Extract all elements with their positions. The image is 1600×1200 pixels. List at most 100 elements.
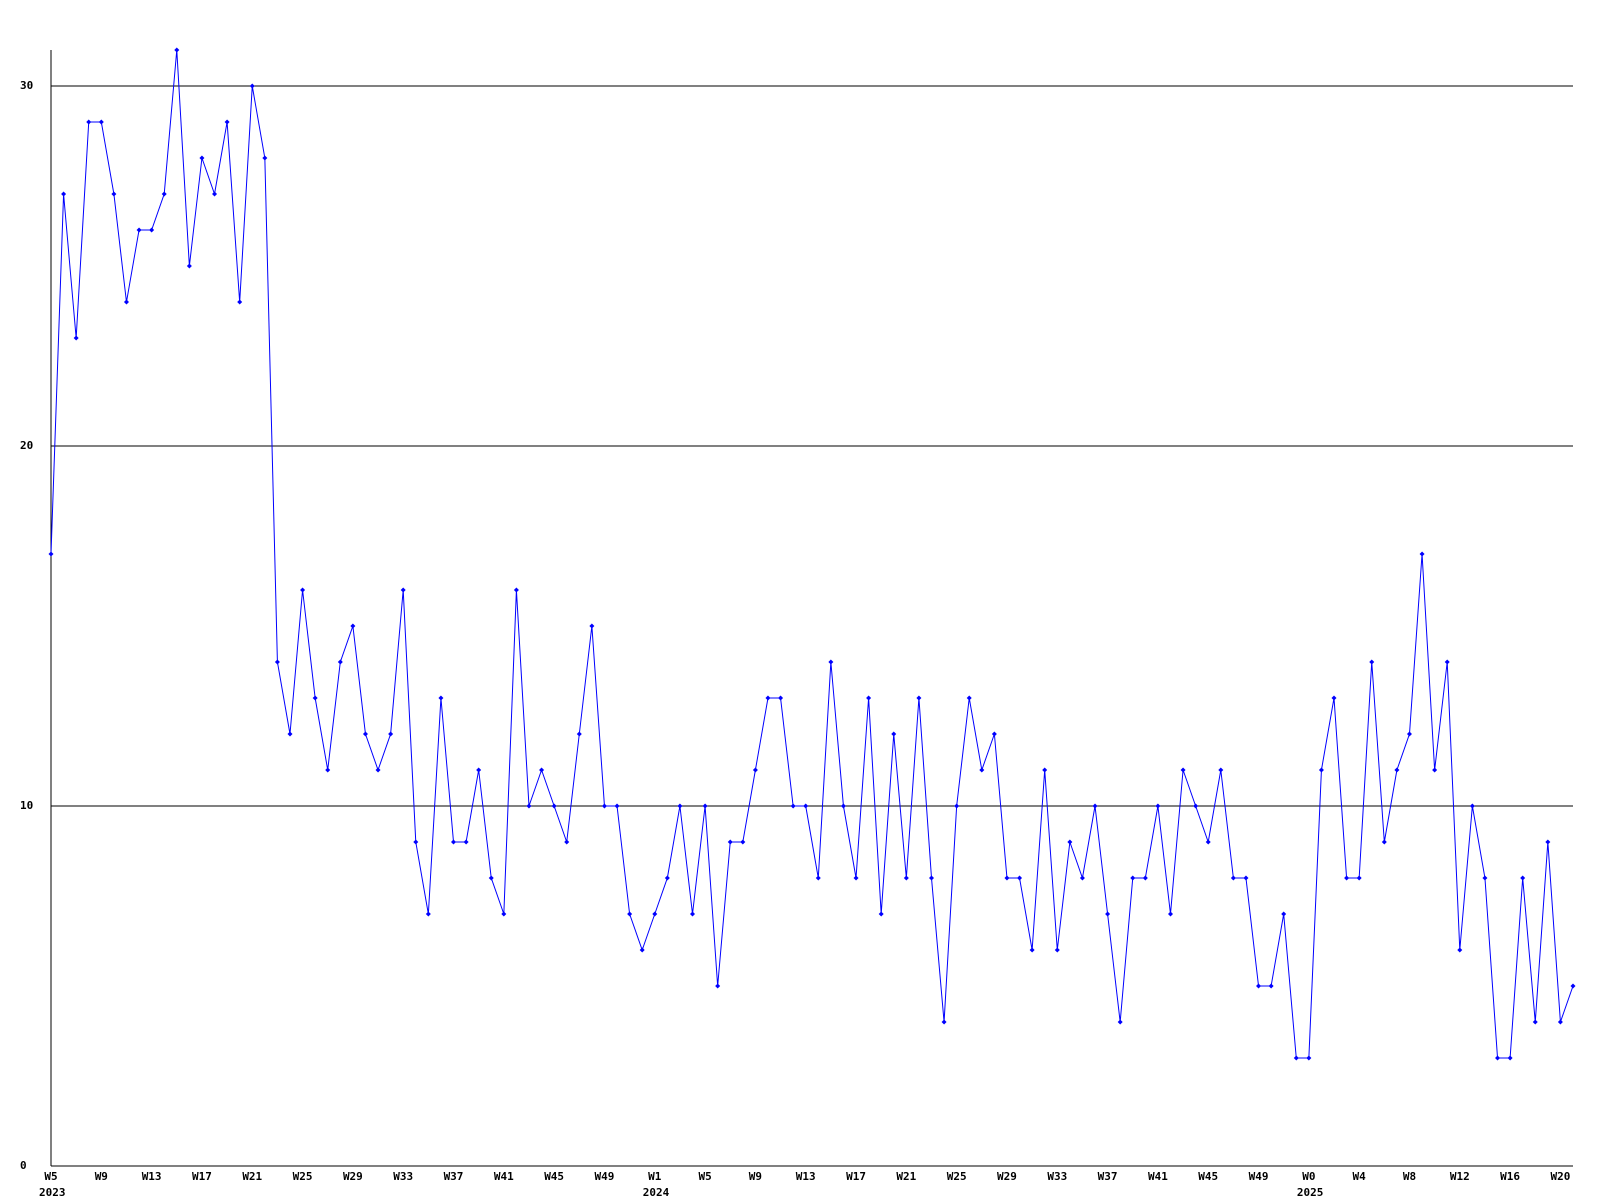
point bbox=[752, 767, 758, 773]
point bbox=[362, 731, 368, 737]
point bbox=[1520, 875, 1526, 881]
point bbox=[287, 731, 293, 737]
point bbox=[1381, 839, 1387, 845]
point bbox=[212, 191, 218, 197]
x-year-label: 2023 bbox=[39, 1186, 66, 1199]
point bbox=[199, 155, 205, 161]
point bbox=[1306, 1055, 1312, 1061]
point bbox=[476, 767, 482, 773]
point bbox=[778, 695, 784, 701]
x-tick-label: W21 bbox=[242, 1170, 262, 1183]
point bbox=[652, 911, 658, 917]
point bbox=[413, 839, 419, 845]
y-tick-label: 20 bbox=[20, 439, 33, 452]
x-tick-label: W12 bbox=[1450, 1170, 1470, 1183]
x-tick-label: W49 bbox=[595, 1170, 615, 1183]
point bbox=[1444, 659, 1450, 665]
point bbox=[1117, 1019, 1123, 1025]
point bbox=[740, 839, 746, 845]
x-tick-label: W33 bbox=[1047, 1170, 1067, 1183]
point bbox=[1256, 983, 1262, 989]
x-tick-label: W9 bbox=[749, 1170, 762, 1183]
point bbox=[614, 803, 620, 809]
x-tick-label: W25 bbox=[293, 1170, 313, 1183]
point bbox=[98, 119, 104, 125]
point bbox=[790, 803, 796, 809]
point bbox=[513, 587, 519, 593]
point bbox=[1205, 839, 1211, 845]
x-tick-label: W45 bbox=[544, 1170, 564, 1183]
point bbox=[1457, 947, 1463, 953]
x-tick-label: W17 bbox=[192, 1170, 212, 1183]
point bbox=[1570, 983, 1576, 989]
x-tick-label: W37 bbox=[444, 1170, 464, 1183]
point bbox=[601, 803, 607, 809]
point bbox=[1243, 875, 1249, 881]
x-tick-label: W8 bbox=[1403, 1170, 1416, 1183]
x-year-label: 2025 bbox=[1297, 1186, 1324, 1199]
point bbox=[627, 911, 633, 917]
point bbox=[828, 659, 834, 665]
point bbox=[1507, 1055, 1513, 1061]
point bbox=[249, 83, 255, 89]
point bbox=[539, 767, 545, 773]
point bbox=[312, 695, 318, 701]
point bbox=[86, 119, 92, 125]
x-tick-label: W21 bbox=[896, 1170, 916, 1183]
x-tick-label: W4 bbox=[1353, 1170, 1367, 1183]
point bbox=[1406, 731, 1412, 737]
point bbox=[1545, 839, 1551, 845]
point bbox=[1230, 875, 1236, 881]
point bbox=[1167, 911, 1173, 917]
x-tick-label: W9 bbox=[95, 1170, 108, 1183]
point bbox=[425, 911, 431, 917]
point bbox=[1193, 803, 1199, 809]
point bbox=[1495, 1055, 1501, 1061]
point bbox=[1419, 551, 1425, 557]
point bbox=[664, 875, 670, 881]
point bbox=[803, 803, 809, 809]
point bbox=[966, 695, 972, 701]
point bbox=[576, 731, 582, 737]
point bbox=[526, 803, 532, 809]
point bbox=[1142, 875, 1148, 881]
point bbox=[73, 335, 79, 341]
point bbox=[564, 839, 570, 845]
x-tick-label: W0 bbox=[1302, 1170, 1315, 1183]
line bbox=[50, 49, 1574, 1059]
point bbox=[1054, 947, 1060, 953]
point bbox=[400, 587, 406, 593]
point bbox=[979, 767, 985, 773]
point bbox=[1394, 767, 1400, 773]
point bbox=[853, 875, 859, 881]
point bbox=[916, 695, 922, 701]
point bbox=[237, 299, 243, 305]
point bbox=[1268, 983, 1274, 989]
point bbox=[1344, 875, 1350, 881]
point bbox=[1042, 767, 1048, 773]
point bbox=[274, 659, 280, 665]
point bbox=[891, 731, 897, 737]
point bbox=[1029, 947, 1035, 953]
x-tick-label: W45 bbox=[1198, 1170, 1218, 1183]
point bbox=[715, 983, 721, 989]
point bbox=[1293, 1055, 1299, 1061]
point bbox=[639, 947, 645, 953]
x-tick-label: W25 bbox=[947, 1170, 967, 1183]
point bbox=[765, 695, 771, 701]
point bbox=[375, 767, 381, 773]
point bbox=[111, 191, 117, 197]
point bbox=[903, 875, 909, 881]
point bbox=[224, 119, 230, 125]
point bbox=[337, 659, 343, 665]
point bbox=[1180, 767, 1186, 773]
point bbox=[589, 623, 595, 629]
point bbox=[1532, 1019, 1538, 1025]
point bbox=[1369, 659, 1375, 665]
point bbox=[186, 263, 192, 269]
point bbox=[840, 803, 846, 809]
x-tick-label: W41 bbox=[1148, 1170, 1168, 1183]
point bbox=[1105, 911, 1111, 917]
point bbox=[677, 803, 683, 809]
